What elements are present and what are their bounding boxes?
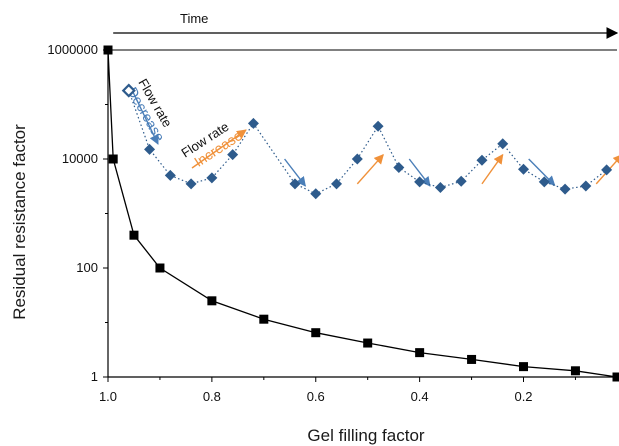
series-line [108, 50, 617, 377]
series-1 [104, 46, 619, 382]
data-point [104, 46, 113, 55]
data-point [155, 264, 164, 273]
data-point [519, 362, 528, 371]
data-point [311, 328, 320, 337]
y-tick-label: 100 [76, 260, 98, 275]
data-point [165, 170, 176, 181]
x-tick-label: 0.2 [514, 389, 532, 404]
data-point [415, 348, 424, 357]
data-point [129, 231, 138, 240]
data-point [601, 164, 612, 175]
time-label: Time [180, 11, 208, 26]
data-point [248, 118, 259, 129]
data-point [207, 296, 216, 305]
series-layer [104, 46, 619, 382]
data-point [363, 339, 372, 348]
x-tick-label: 1.0 [99, 389, 117, 404]
x-tick-label: 0.4 [411, 389, 429, 404]
x-tick-label: 0.8 [203, 389, 221, 404]
data-point [497, 138, 508, 149]
data-point [456, 176, 467, 187]
y-tick-label: 1 [91, 369, 98, 384]
data-point [144, 144, 155, 155]
data-point [393, 162, 404, 173]
x-axis-title: Gel filling factor [307, 426, 424, 446]
x-tick-label: 0.6 [307, 389, 325, 404]
data-point [186, 178, 197, 189]
data-point [467, 355, 476, 364]
data-point [571, 366, 580, 375]
y-axis-title: Residual resistance factor [10, 124, 30, 320]
data-point [310, 188, 321, 199]
data-point [259, 315, 268, 324]
data-point [352, 154, 363, 165]
data-point [435, 182, 446, 193]
data-point [289, 178, 300, 189]
data-point [373, 121, 384, 132]
data-point [109, 155, 118, 164]
data-point [476, 155, 487, 166]
data-point [560, 184, 571, 195]
data-point [580, 180, 591, 191]
y-tick-label: 1000000 [47, 42, 98, 57]
data-point [613, 373, 619, 382]
y-tick-label: 10000 [62, 151, 98, 166]
